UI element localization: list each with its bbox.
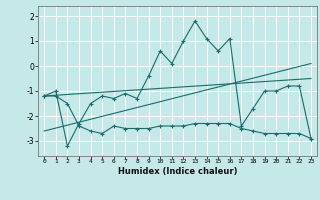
X-axis label: Humidex (Indice chaleur): Humidex (Indice chaleur) [118,167,237,176]
